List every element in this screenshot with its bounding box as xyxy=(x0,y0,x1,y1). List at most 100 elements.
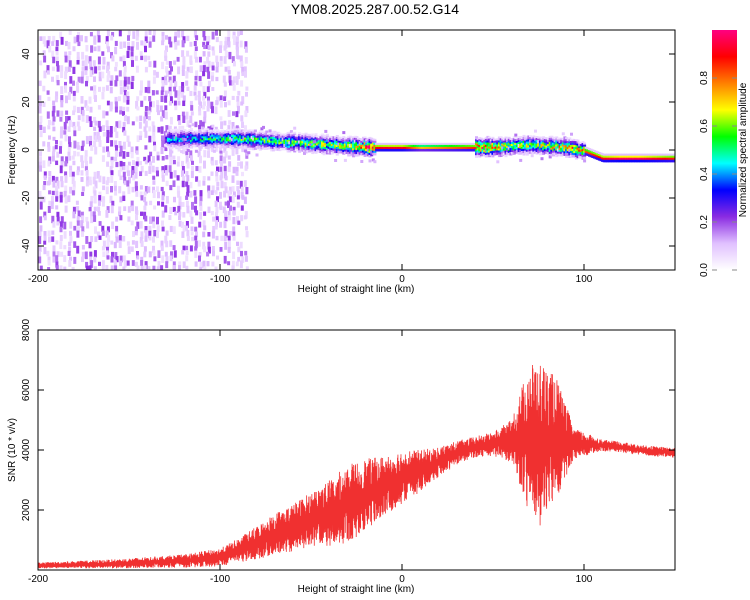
spectrogram-cell xyxy=(260,127,264,131)
spectrogram-cell xyxy=(164,75,168,84)
spectrogram-cell xyxy=(59,191,63,198)
spectrogram-cell xyxy=(244,137,247,140)
spectrogram-cell xyxy=(231,260,235,269)
spectrogram-cell xyxy=(419,146,423,150)
spectrogram-cell xyxy=(258,134,262,137)
spectrogram-cell xyxy=(148,235,152,241)
spectrogram-cell xyxy=(445,146,449,150)
spectrogram-cell xyxy=(596,155,600,158)
spectrogram-cell xyxy=(148,30,152,36)
spectrogram-cell xyxy=(565,149,569,152)
spectrogram-cell xyxy=(414,146,418,150)
spectrogram-cell xyxy=(309,136,313,140)
spectrogram-cell xyxy=(114,140,118,148)
spectrogram-cell xyxy=(311,149,315,153)
spectrogram-cell xyxy=(224,41,228,49)
spectrogram-cell xyxy=(573,147,577,150)
spectrogram-cell xyxy=(612,159,616,163)
spectrogram-cell xyxy=(193,30,197,38)
spectrogram-cell xyxy=(514,133,518,137)
spectrogram-cell xyxy=(555,142,559,146)
spectrogram-cell xyxy=(357,141,360,145)
spectrogram-cell xyxy=(194,138,198,142)
spectrogram-cell xyxy=(293,149,297,153)
spectrogram-cell xyxy=(491,150,495,154)
spectrogram-cell xyxy=(183,147,187,150)
spectrogram-cell xyxy=(215,206,219,213)
spectrogram-cell xyxy=(161,110,165,118)
spectrogram-cell xyxy=(144,120,148,128)
spectrogram-cell xyxy=(102,56,106,65)
spectrogram-cell xyxy=(591,149,595,152)
spectrogram-cell xyxy=(517,142,521,145)
spectrogram-cell xyxy=(69,230,72,236)
spectrogram-cell xyxy=(339,148,342,152)
spectrogram-cell xyxy=(147,266,151,270)
spectrogram-cell xyxy=(73,140,77,149)
spectrogram-cell xyxy=(203,111,207,118)
spectrogram-cell xyxy=(614,153,618,157)
spectrogram-cell xyxy=(363,146,367,149)
spectrogram-cell xyxy=(479,137,483,141)
spectrogram-cell xyxy=(126,151,130,157)
spectrogram-cell xyxy=(152,125,156,133)
spectrogram-cell xyxy=(211,138,215,142)
spectrogram-cell xyxy=(39,115,43,123)
spectrogram-cell xyxy=(288,131,292,135)
spectrogram-cell xyxy=(203,266,207,270)
spectrogram-cell xyxy=(110,35,114,41)
spectrogram-cell xyxy=(452,146,456,150)
spectrogram-cell xyxy=(342,131,346,135)
spectrogram-cell xyxy=(306,134,310,137)
spectrogram-cell xyxy=(81,226,85,233)
spectrogram-cell xyxy=(547,142,551,145)
spectrogram-cell xyxy=(324,141,328,144)
spectrogram-cell xyxy=(574,153,578,156)
spectrogram-cell xyxy=(252,131,256,135)
spectrogram-cell xyxy=(457,142,460,146)
spectrogram-cell xyxy=(177,115,181,122)
spectrogram-cell xyxy=(223,90,227,98)
spectrogram-cell xyxy=(552,142,555,146)
spectrogram-cell xyxy=(271,132,275,136)
spectrogram-cell xyxy=(527,149,531,153)
spectrogram-cell xyxy=(552,136,555,140)
spectrogram-cell xyxy=(317,144,321,147)
spectrogram-cell xyxy=(168,70,172,75)
spectrogram-cell xyxy=(517,140,521,143)
spectrogram-cell xyxy=(453,144,457,148)
spectrogram-cell xyxy=(530,136,534,140)
spectrogram-cell xyxy=(568,151,572,154)
spectrogram-cell xyxy=(552,140,555,144)
spectrogram-cell xyxy=(52,245,56,252)
spectrogram-cell xyxy=(270,138,274,142)
spectrogram-cell xyxy=(443,148,447,152)
spectrogram-cell xyxy=(455,146,459,150)
spectrogram-cell xyxy=(241,256,245,263)
spectrogram-cell xyxy=(226,137,229,140)
spectrogram-cell xyxy=(84,66,88,71)
spectrogram-cell xyxy=(314,133,318,136)
spectrogram-cell xyxy=(102,132,106,137)
spectrogram-cell xyxy=(55,185,59,192)
spectrogram-cell xyxy=(201,132,205,135)
spectrogram-cell xyxy=(522,136,526,140)
spectrogram-cell xyxy=(164,80,168,86)
spectrogram-cell xyxy=(306,140,310,143)
spectrogram-cell xyxy=(186,137,190,141)
spectrogram-cell xyxy=(219,116,223,121)
spectrogram-cell xyxy=(199,205,203,211)
spectrogram-cell xyxy=(530,146,534,150)
spectrogram-cell xyxy=(235,171,239,176)
snr-line xyxy=(38,365,675,569)
spectrogram-cell xyxy=(209,131,213,135)
spectrogram-cell xyxy=(268,142,272,145)
spectrogram-cell xyxy=(371,138,375,142)
spectrogram-cell xyxy=(542,140,546,143)
spectrogram-cell xyxy=(561,132,565,136)
spectrogram-cell xyxy=(38,231,42,237)
spectrogram-cell xyxy=(90,195,94,204)
spectrogram-cell xyxy=(94,120,98,126)
spectrogram-cell xyxy=(301,149,305,152)
spectrogram-cell xyxy=(151,90,155,96)
